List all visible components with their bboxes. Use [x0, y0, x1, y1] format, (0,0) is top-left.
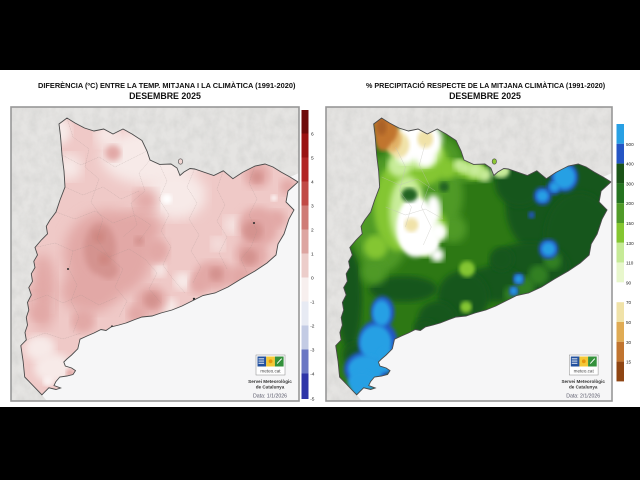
svg-text:1: 1	[311, 252, 314, 258]
svg-text:50: 50	[626, 320, 632, 325]
svg-text:Servei Meteorològic: Servei Meteorològic	[562, 379, 606, 384]
svg-text:30: 30	[626, 340, 632, 345]
svg-text:4: 4	[311, 180, 314, 186]
svg-text:de Catalunya: de Catalunya	[256, 385, 285, 390]
svg-text:15: 15	[626, 360, 632, 365]
svg-text:de Catalunya: de Catalunya	[569, 384, 598, 389]
svg-text:200: 200	[626, 201, 634, 206]
svg-text:-4: -4	[310, 372, 315, 378]
svg-text:500: 500	[626, 142, 634, 147]
svg-text:-5: -5	[310, 397, 315, 403]
svg-text:meteo.cat: meteo.cat	[574, 368, 595, 373]
svg-text:90: 90	[626, 280, 632, 285]
svg-text:3: 3	[311, 204, 314, 210]
svg-text:Data: 2/1/2026: Data: 2/1/2026	[566, 393, 600, 399]
svg-text:6: 6	[311, 132, 314, 138]
svg-text:70: 70	[626, 300, 632, 305]
svg-text:meteo.cat: meteo.cat	[260, 369, 281, 374]
svg-text:400: 400	[626, 162, 634, 167]
svg-text:2: 2	[311, 228, 314, 234]
svg-text:-1: -1	[310, 300, 315, 306]
svg-text:0: 0	[311, 276, 314, 282]
svg-text:5: 5	[311, 156, 314, 162]
svg-text:130: 130	[626, 241, 634, 246]
svg-text:Servei Meteorològic: Servei Meteorològic	[248, 379, 292, 384]
svg-text:Data: 1/1/2026: Data: 1/1/2026	[253, 394, 287, 400]
svg-text:300: 300	[626, 181, 634, 186]
svg-text:110: 110	[626, 261, 634, 266]
svg-text:150: 150	[626, 221, 634, 226]
svg-text:-2: -2	[310, 324, 315, 330]
svg-text:-3: -3	[310, 348, 315, 354]
